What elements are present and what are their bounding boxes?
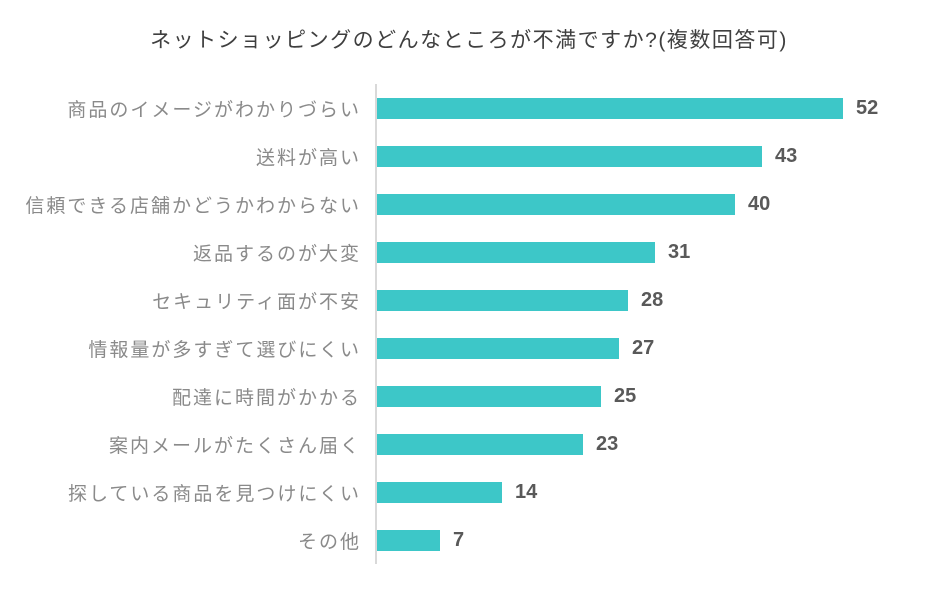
bar-area: 43 <box>375 132 938 180</box>
value-label: 28 <box>641 288 664 311</box>
bar <box>377 289 628 311</box>
category-label: 信頼できる店舗かどうかわからない <box>25 195 361 217</box>
bar-row: 商品のイメージがわかりづらい 52 <box>0 84 938 132</box>
category-label: 案内メールがたくさん届く <box>108 435 361 457</box>
bar-area: 27 <box>375 324 938 372</box>
chart-title: ネットショッピングのどんなところが不満ですか?(複数回答可) <box>150 29 788 52</box>
bar-area: 23 <box>375 420 938 468</box>
value-label: 23 <box>596 432 619 455</box>
category-label: 配達に時間がかかる <box>171 387 361 409</box>
bar-area: 31 <box>375 228 938 276</box>
bar <box>377 145 762 167</box>
bar <box>377 241 655 263</box>
value-label: 43 <box>775 144 798 167</box>
bar-area: 52 <box>375 84 938 132</box>
bar <box>377 529 440 551</box>
bar-area: 28 <box>375 276 938 324</box>
bar <box>377 337 619 359</box>
value-label: 52 <box>856 96 879 119</box>
bar <box>377 193 735 215</box>
value-label: 25 <box>614 384 637 407</box>
bar-area: 40 <box>375 180 938 228</box>
category-label: 送料が高い <box>255 147 361 169</box>
bar-row: セキュリティ面が不安 28 <box>0 276 938 324</box>
bar-rows: 商品のイメージがわかりづらい 52 送料が高い 43 信頼できる店舗かどうかわか… <box>0 84 938 564</box>
category-label: 商品のイメージがわかりづらい <box>67 99 361 121</box>
value-label: 31 <box>668 240 691 263</box>
category-label: セキュリティ面が不安 <box>152 291 361 313</box>
bar-area: 7 <box>375 516 938 564</box>
bar <box>377 481 502 503</box>
bar-area: 25 <box>375 372 938 420</box>
bar-row: 案内メールがたくさん届く 23 <box>0 420 938 468</box>
bar-row: 送料が高い 43 <box>0 132 938 180</box>
bar-area: 14 <box>375 468 938 516</box>
bar-row: その他 7 <box>0 516 938 564</box>
value-label: 7 <box>453 528 465 551</box>
bar-row: 返品するのが大変 31 <box>0 228 938 276</box>
value-label: 40 <box>748 192 771 215</box>
category-label: 探している商品を見つけにくい <box>67 483 361 505</box>
category-label: 返品するのが大変 <box>192 243 361 265</box>
bar <box>377 433 583 455</box>
bar-row: 探している商品を見つけにくい 14 <box>0 468 938 516</box>
category-label: その他 <box>297 531 361 553</box>
bar-row: 信頼できる店舗かどうかわからない 40 <box>0 180 938 228</box>
value-label: 27 <box>632 336 655 359</box>
bar <box>377 97 843 119</box>
value-label: 14 <box>515 480 538 503</box>
bar <box>377 385 601 407</box>
category-label: 情報量が多すぎて選びにくい <box>88 339 361 361</box>
bar-row: 配達に時間がかかる 25 <box>0 372 938 420</box>
bar-row: 情報量が多すぎて選びにくい 27 <box>0 324 938 372</box>
